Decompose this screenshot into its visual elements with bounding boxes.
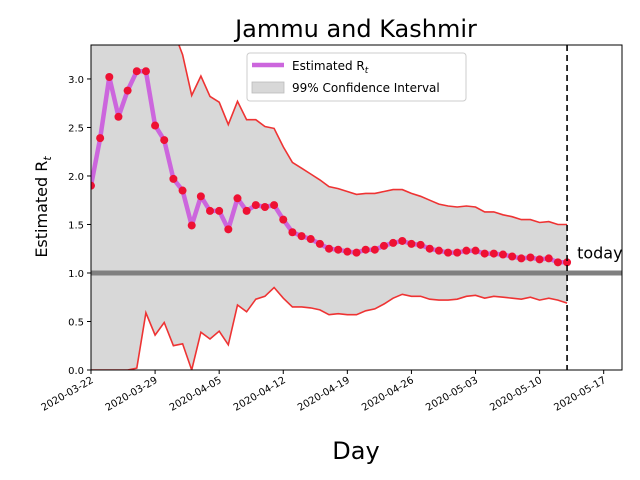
y-tick-label: 3.0	[68, 75, 84, 86]
estimate-point	[288, 228, 297, 237]
estimate-point	[407, 239, 416, 248]
x-axis-label: Day	[332, 437, 379, 465]
estimate-point	[105, 73, 114, 82]
estimate-point	[160, 136, 169, 145]
lower-bound-line	[91, 286, 568, 370]
estimate-point	[361, 245, 370, 254]
y-axis-label-sub: t	[41, 156, 54, 161]
estimate-point	[270, 201, 279, 210]
estimate-point	[141, 67, 150, 76]
estimate-point	[215, 206, 224, 215]
estimate-point	[462, 246, 471, 255]
estimate-point	[526, 253, 535, 262]
y-tick-label: 1.5	[68, 220, 84, 231]
estimate-point	[297, 232, 306, 241]
estimate-point	[196, 192, 205, 201]
confidence-band	[91, 45, 568, 370]
estimate-point	[242, 206, 251, 215]
estimate-point	[471, 246, 480, 255]
plot-frame	[90, 44, 623, 371]
estimate-point	[498, 250, 507, 259]
legend-ci-label: 99% Confidence Interval	[292, 81, 440, 95]
estimate-point	[444, 248, 453, 257]
estimate-point	[398, 236, 407, 245]
estimate-point	[151, 121, 160, 130]
estimate-point	[453, 248, 462, 257]
estimate-point	[325, 244, 334, 253]
y-tick-label: 2.0	[68, 172, 84, 183]
y-axis-label: Estimated Rt	[32, 156, 54, 258]
estimate-point	[535, 255, 544, 264]
estimate-point	[306, 235, 315, 244]
estimate-point	[343, 247, 352, 256]
estimate-point	[517, 254, 526, 263]
estimate-point	[480, 249, 489, 258]
estimate-point	[315, 239, 324, 248]
y-axis-ticks: 0.0 0.5 1.0 1.5 2.0 2.5 3.0	[68, 75, 91, 377]
estimate-point	[553, 258, 562, 267]
estimate-point	[178, 186, 187, 195]
legend-box	[246, 52, 467, 102]
legend-estimate-label-main: Estimated R	[292, 59, 365, 73]
y-tick-label: 2.5	[68, 123, 84, 134]
chart-title: Jammu and Kashmir	[233, 15, 477, 43]
y-tick-label: 0.5	[68, 317, 84, 328]
estimate-point	[434, 246, 443, 255]
estimate-points	[91, 67, 572, 267]
estimate-point	[132, 67, 141, 76]
estimate-point	[379, 241, 388, 250]
estimate-point	[425, 244, 434, 253]
legend-estimate-label: Estimated Rt	[292, 59, 369, 76]
estimate-point	[489, 249, 498, 258]
estimate-point	[508, 252, 517, 261]
today-label: today	[577, 243, 623, 262]
y-tick-label: 1.0	[68, 269, 84, 280]
estimate-point	[224, 225, 233, 234]
plot-area	[91, 45, 622, 370]
legend-estimate-label-sub: t	[365, 66, 369, 76]
estimate-point	[370, 245, 379, 254]
estimate-point	[563, 258, 572, 267]
estimate-point	[91, 181, 95, 190]
estimate-point	[279, 215, 288, 224]
legend: Estimated Rt 99% Confidence Interval	[246, 52, 467, 102]
estimate-point	[416, 240, 425, 249]
estimate-point	[352, 248, 361, 257]
y-axis-label-main: Estimated R	[32, 161, 51, 258]
estimate-point	[187, 221, 196, 230]
estimate-point	[123, 86, 132, 95]
estimate-point	[114, 112, 123, 121]
estimate-point	[334, 245, 343, 254]
estimate-point	[260, 203, 269, 212]
estimate-point	[389, 238, 398, 247]
y-tick-label: 0.0	[68, 366, 84, 377]
estimate-point	[233, 194, 242, 203]
estimate-point	[206, 206, 215, 215]
upper-bound-line	[178, 45, 568, 226]
legend-ci-swatch	[251, 81, 285, 94]
estimate-point	[96, 134, 105, 143]
estimate-point	[169, 174, 178, 183]
estimate-point	[544, 254, 553, 263]
estimate-point	[251, 201, 260, 210]
